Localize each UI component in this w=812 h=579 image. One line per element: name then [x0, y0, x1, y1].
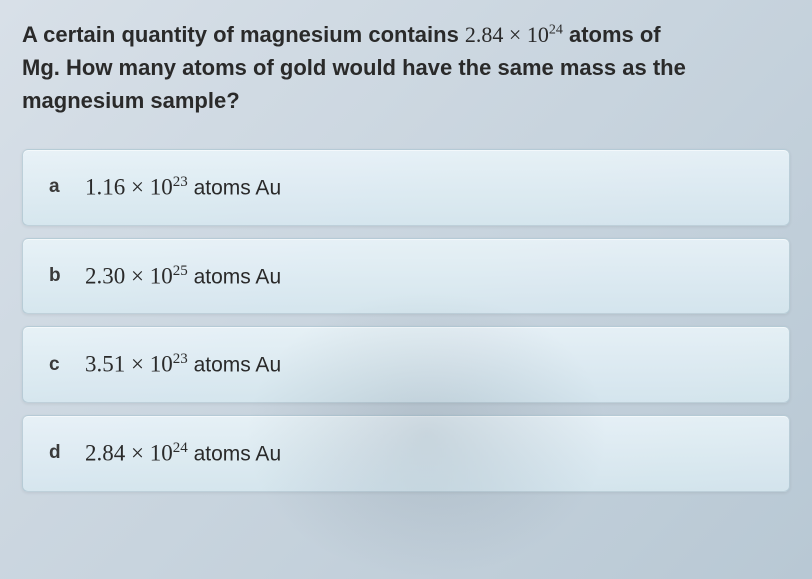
- option-text: 3.51 × 1023 atoms Au: [85, 351, 281, 378]
- option-letter: d: [49, 442, 85, 464]
- option-b[interactable]: b 2.30 × 1025 atoms Au: [22, 238, 790, 315]
- option-letter: c: [49, 354, 85, 376]
- option-d[interactable]: d 2.84 × 1024 atoms Au: [22, 415, 790, 492]
- option-text: 1.16 × 1023 atoms Au: [85, 174, 281, 201]
- option-letter: a: [49, 176, 85, 198]
- options-container: a 1.16 × 1023 atoms Au b 2.30 × 1025 ato…: [22, 149, 790, 492]
- question-value: 2.84 × 1024: [465, 22, 563, 47]
- question-line1-post: atoms of: [563, 22, 661, 47]
- question-line1-pre: A certain quantity of magnesium contains: [22, 22, 465, 47]
- option-a[interactable]: a 1.16 × 1023 atoms Au: [22, 149, 790, 226]
- question-line2: Mg. How many atoms of gold would have th…: [22, 55, 686, 80]
- option-letter: b: [49, 265, 85, 287]
- question-line3: magnesium sample?: [22, 88, 240, 113]
- option-c[interactable]: c 3.51 × 1023 atoms Au: [22, 326, 790, 403]
- option-text: 2.84 × 1024 atoms Au: [85, 440, 281, 467]
- question-text: A certain quantity of magnesium contains…: [22, 18, 790, 117]
- option-text: 2.30 × 1025 atoms Au: [85, 263, 281, 290]
